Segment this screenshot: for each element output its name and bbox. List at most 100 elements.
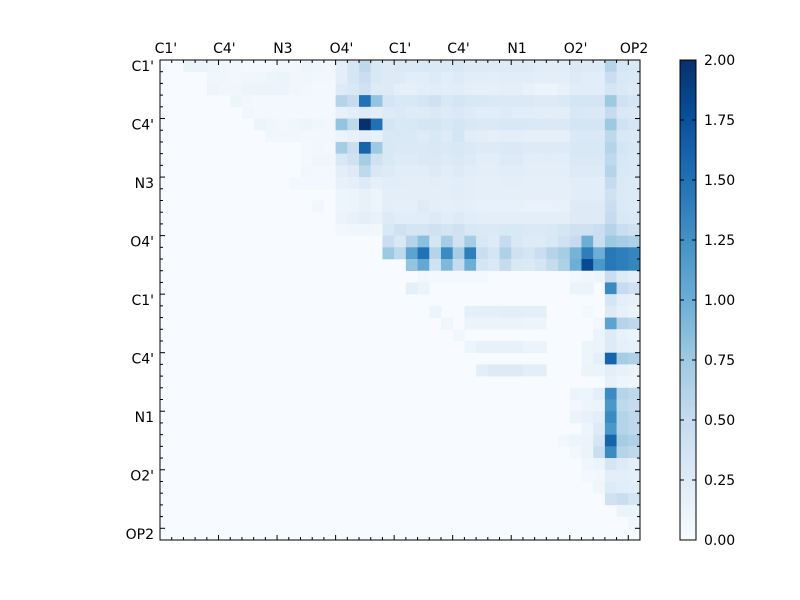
heatmap-cell [440, 153, 453, 166]
heatmap-cell [487, 305, 500, 318]
heatmap-cell [452, 106, 465, 119]
heatmap-cell [382, 118, 395, 131]
heatmap-cell [604, 83, 617, 96]
heatmap-cell [452, 153, 465, 166]
heatmap-cell [405, 153, 418, 166]
heatmap-cell [347, 118, 360, 131]
heatmap-cell [604, 329, 617, 342]
heatmap-cell [628, 458, 641, 471]
heatmap-cell [464, 177, 477, 190]
heatmap-cell [440, 60, 453, 73]
heatmap-cell [581, 60, 594, 73]
heatmap-cell [628, 270, 641, 283]
heatmap-cell [382, 165, 395, 178]
heatmap-cell [452, 71, 465, 84]
heatmap-cell [522, 188, 535, 201]
heatmap-cell [440, 130, 453, 143]
heatmap-cell [499, 364, 512, 377]
heatmap-cell [347, 60, 360, 73]
heatmap-cell [546, 165, 559, 178]
heatmap-cell [464, 95, 477, 108]
heatmap-cell [429, 247, 442, 260]
heatmap-cell [569, 259, 582, 272]
heatmap-cell [628, 282, 641, 295]
heatmap-cell [265, 60, 278, 73]
heatmap-cell [558, 71, 571, 84]
heatmap-cell [359, 83, 372, 96]
heatmap-cell [499, 130, 512, 143]
heatmap-cell [511, 60, 524, 73]
heatmap-cell [206, 71, 219, 84]
heatmap-cell [241, 106, 254, 119]
heatmap-cell [522, 106, 535, 119]
heatmap-cell [604, 458, 617, 471]
heatmap-cell [312, 71, 325, 84]
heatmap-cell [522, 235, 535, 248]
heatmap-cell [628, 247, 641, 260]
heatmap-cell [476, 223, 489, 236]
heatmap-cell [569, 95, 582, 108]
heatmap-cell [628, 399, 641, 412]
heatmap-cell [394, 223, 407, 236]
heatmap-cell [616, 223, 629, 236]
heatmap-cell [593, 317, 606, 330]
heatmap-cell [604, 153, 617, 166]
heatmap-cell [593, 83, 606, 96]
heatmap-cell [581, 469, 594, 482]
heatmap-cell [628, 212, 641, 225]
heatmap-cell [593, 469, 606, 482]
heatmap-cell [370, 188, 383, 201]
heatmap-cell [534, 259, 547, 272]
heatmap-cell [628, 177, 641, 190]
heatmap-cell [534, 106, 547, 119]
heatmap-cell [499, 106, 512, 119]
heatmap-cell [394, 188, 407, 201]
heatmap-cell [370, 106, 383, 119]
heatmap-cell [476, 141, 489, 154]
heatmap-cell [616, 130, 629, 143]
heatmap-cell [499, 188, 512, 201]
heatmap-cell [593, 118, 606, 131]
heatmap-cell [522, 118, 535, 131]
heatmap-cell [581, 200, 594, 213]
heatmap-cell [323, 95, 336, 108]
heatmap-cell [616, 458, 629, 471]
heatmap-cell [440, 259, 453, 272]
heatmap-cell [476, 153, 489, 166]
heatmap-cell [546, 153, 559, 166]
heatmap-cell [394, 60, 407, 73]
heatmap-cell [616, 399, 629, 412]
heatmap-cell [604, 305, 617, 318]
heatmap-cell [616, 294, 629, 307]
heatmap-cell [464, 83, 477, 96]
heatmap-cell [499, 305, 512, 318]
heatmap-cell [628, 60, 641, 73]
heatmap-cell [511, 305, 524, 318]
colorbar-tick-label: 1.00 [704, 293, 735, 309]
heatmap-cell [253, 95, 266, 108]
heatmap-cell [394, 212, 407, 225]
heatmap-cell [593, 212, 606, 225]
heatmap-cell [569, 282, 582, 295]
heatmap-cell [347, 141, 360, 154]
heatmap-cell [300, 130, 313, 143]
heatmap-cell [604, 60, 617, 73]
heatmap-cell [323, 153, 336, 166]
heatmap-cell [616, 71, 629, 84]
heatmap-cell [534, 212, 547, 225]
heatmap-cell [382, 212, 395, 225]
heatmap-cell [628, 317, 641, 330]
heatmap-cell [604, 399, 617, 412]
heatmap-cell [628, 200, 641, 213]
heatmap-cell [534, 340, 547, 353]
heatmap-cell [593, 106, 606, 119]
heatmap-cell [312, 83, 325, 96]
heatmap-cell [464, 153, 477, 166]
heatmap-cell [534, 235, 547, 248]
heatmap-cell [429, 153, 442, 166]
heatmap-cell [476, 118, 489, 131]
heatmap-cell [499, 340, 512, 353]
heatmap-cell [394, 130, 407, 143]
heatmap-cell [522, 212, 535, 225]
heatmap-cell [628, 422, 641, 435]
